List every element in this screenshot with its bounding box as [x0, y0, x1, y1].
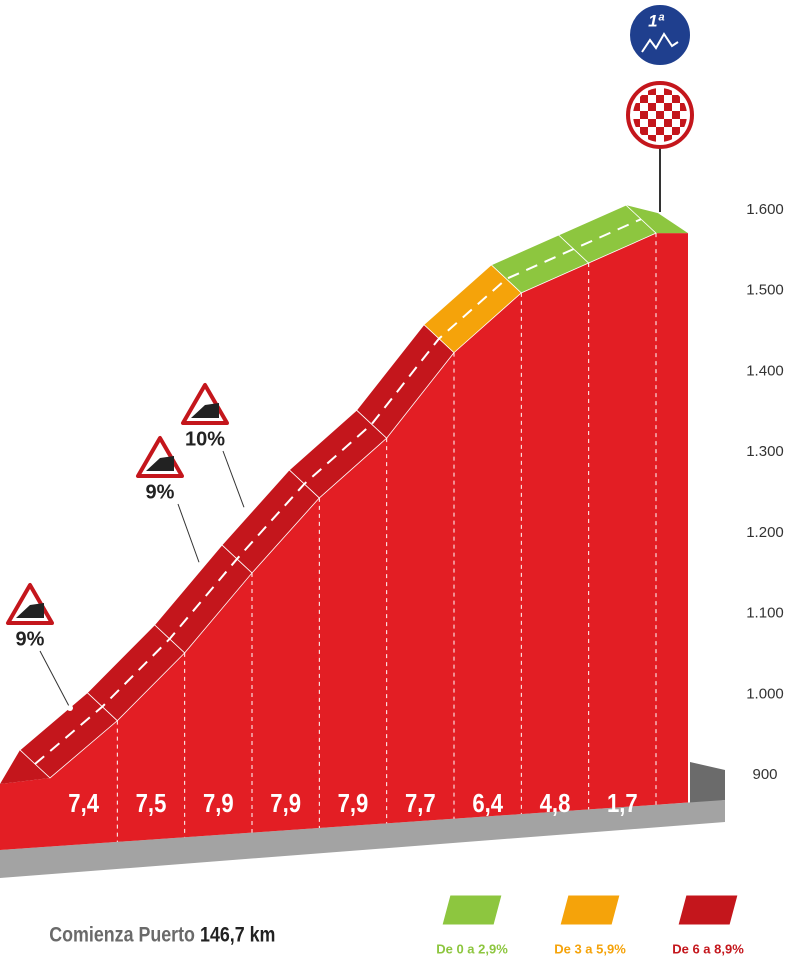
y-tick-label: 1.400 — [746, 362, 784, 379]
leader-dot — [67, 705, 73, 711]
checker-cell — [640, 111, 648, 119]
profile-end — [626, 205, 688, 234]
checker-cell — [648, 135, 656, 142]
checker-cell — [648, 88, 656, 95]
checker-cell — [633, 119, 640, 127]
checker-cell — [672, 95, 680, 103]
gradient-label: 7,9 — [203, 789, 234, 818]
legend-label: De 0 a 2,9% — [436, 941, 508, 956]
y-tick-label: 1.500 — [746, 282, 784, 299]
base-back — [690, 762, 725, 805]
checker-cell — [656, 111, 664, 119]
checker-cell — [664, 119, 672, 127]
gradient-label: 1,7 — [607, 789, 638, 818]
category-badge — [628, 3, 692, 67]
gradient-label: 7,9 — [270, 789, 301, 818]
annotation: 9% — [16, 628, 45, 650]
gradient-label: 7,7 — [405, 789, 436, 818]
checker-cell — [656, 127, 664, 135]
warning-slope — [146, 456, 174, 471]
category: 1ª — [648, 11, 664, 30]
leader-dot — [242, 507, 248, 513]
annotation: 10% — [185, 428, 225, 450]
profile-front — [0, 233, 688, 850]
leader-line — [222, 450, 246, 511]
leader-dot — [197, 562, 203, 568]
checker-cell — [633, 103, 640, 111]
checker-cell — [664, 88, 672, 95]
checker-cell — [640, 127, 648, 135]
annotation: 9% — [146, 481, 175, 503]
profile-left — [0, 749, 50, 784]
checker-cell — [672, 111, 680, 119]
gradient-label: 7,5 — [136, 789, 167, 818]
y-tick-label: 1.200 — [746, 524, 784, 541]
checker-cell — [664, 103, 672, 111]
checker-cell — [664, 135, 672, 142]
gradient-label: 6,4 — [472, 789, 503, 818]
gradient-label: 7,9 — [338, 789, 369, 818]
start-label: Comienza Puerto 146,7 km — [49, 923, 275, 947]
start-label-text: Comienza Puerto — [49, 923, 195, 947]
checker-cell — [680, 103, 687, 111]
checker-cell — [680, 119, 687, 127]
leader-line — [177, 503, 201, 566]
legend-swatch — [677, 894, 739, 926]
warning-slope — [16, 603, 44, 618]
checker-cell — [648, 119, 656, 127]
y-tick-label: 1.000 — [746, 685, 784, 702]
warning-slope — [191, 403, 219, 418]
y-tick-label: 1.100 — [746, 605, 784, 622]
badge-mountain — [641, 32, 679, 53]
checker-cell — [672, 127, 680, 135]
y-tick-label: 1.300 — [746, 443, 784, 460]
y-tick-label: 900 — [752, 766, 777, 783]
y-tick-label: 1.600 — [746, 201, 784, 218]
leader-line — [39, 650, 71, 709]
legend-label: De 3 a 5,9% — [554, 941, 626, 956]
gradient-label: 7,4 — [68, 789, 99, 818]
legend-swatch — [441, 894, 503, 926]
checker-cell — [656, 95, 664, 103]
legend-swatch — [559, 894, 621, 926]
base-slab — [0, 800, 725, 878]
legend-label: De 6 a 8,9% — [672, 941, 744, 956]
checker-cell — [640, 95, 648, 103]
start-km: 146,7 km — [200, 923, 275, 947]
checker-cell — [648, 103, 656, 111]
gradient-label: 4,8 — [540, 789, 571, 818]
